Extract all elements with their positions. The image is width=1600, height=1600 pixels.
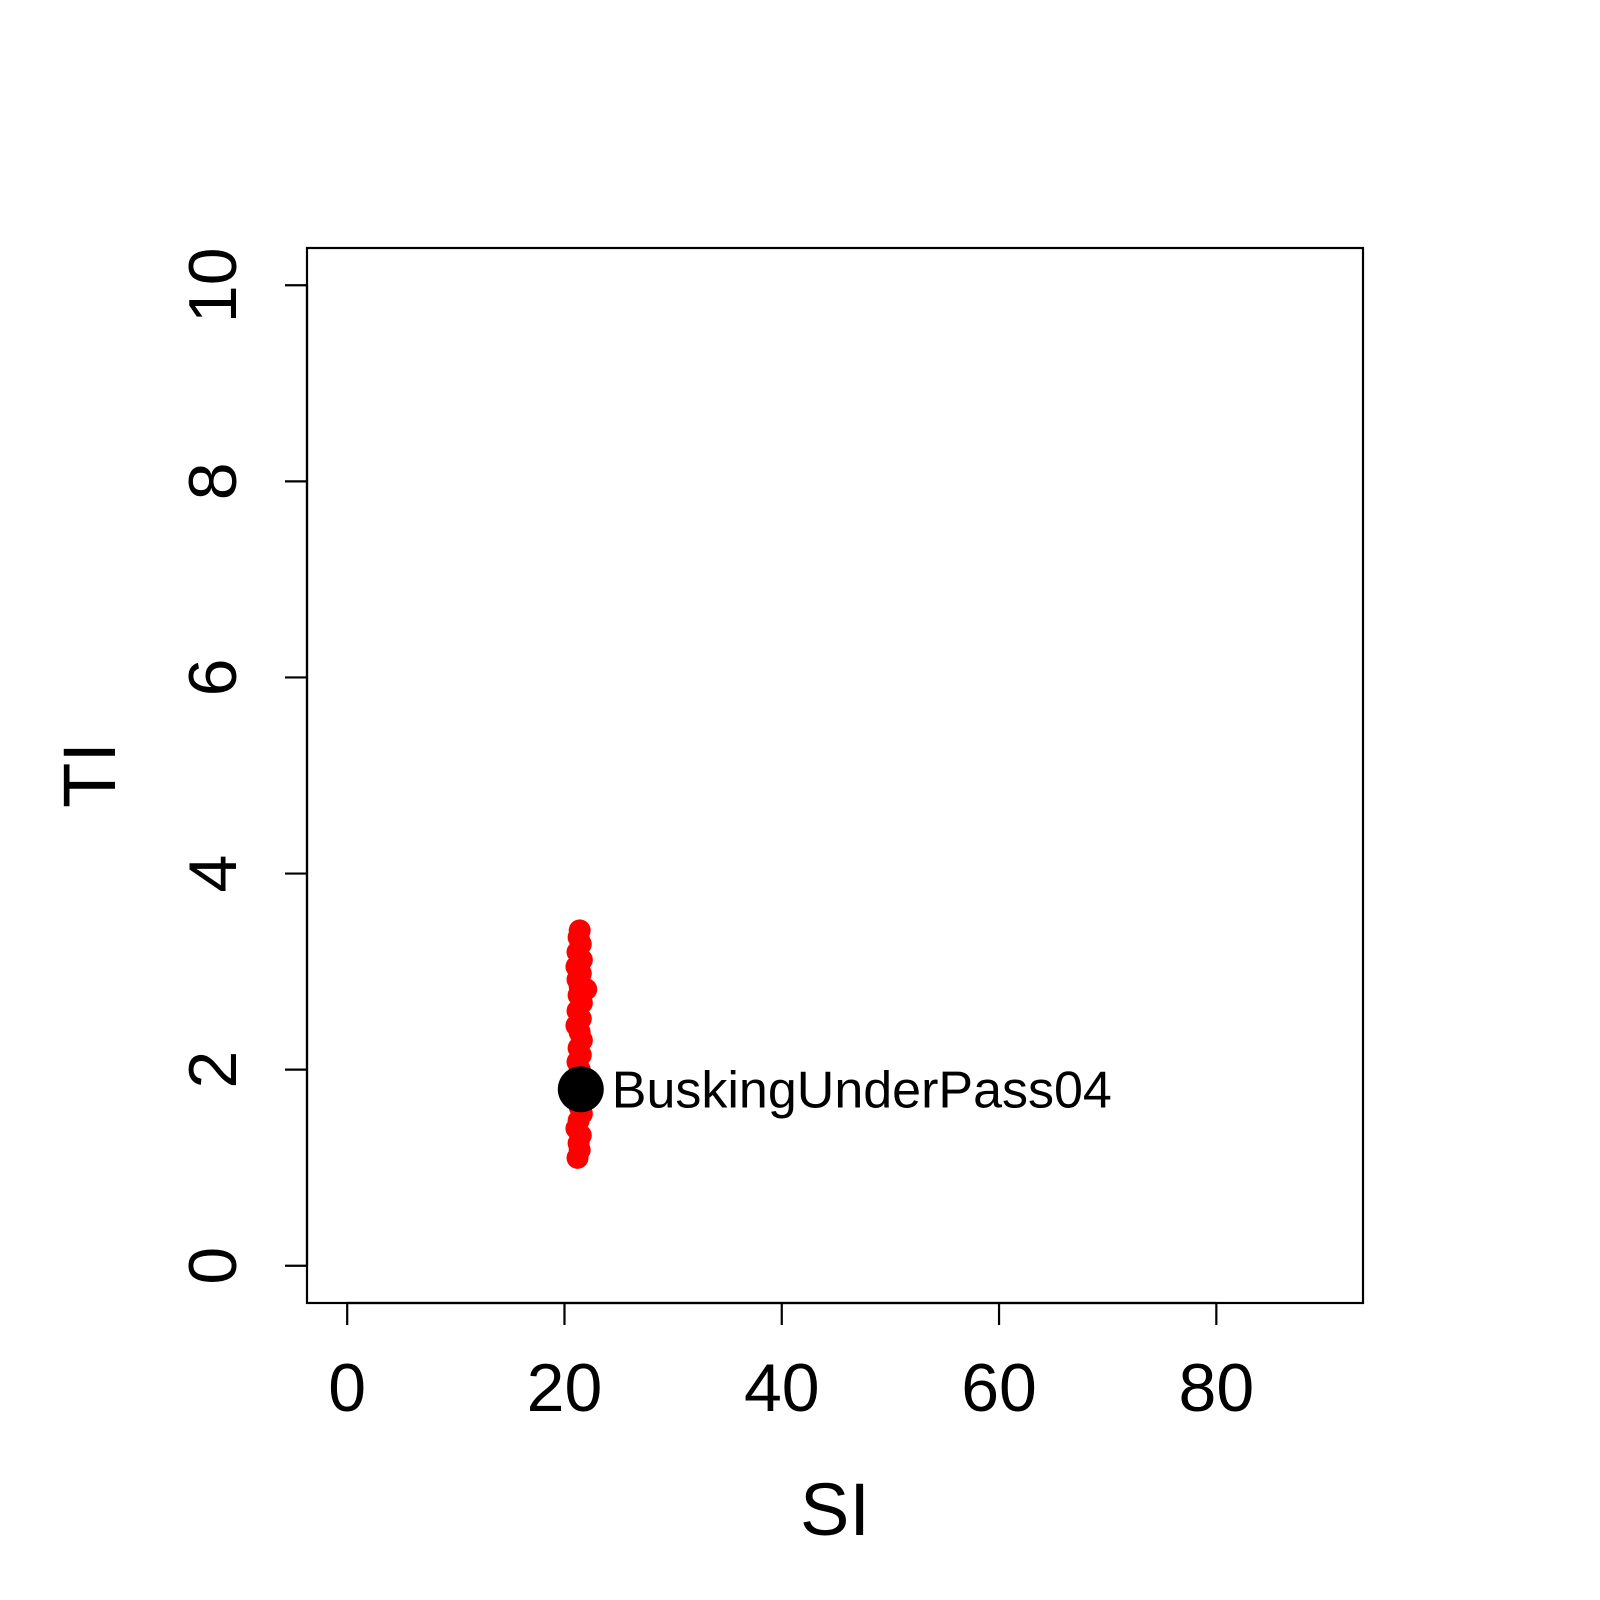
x-tick-label: 0 — [328, 1350, 366, 1426]
data-point — [566, 1146, 589, 1169]
y-tick-label: 2 — [175, 1051, 251, 1089]
point-label: BuskingUnderPass04 — [612, 1061, 1112, 1119]
x-tick-label: 60 — [961, 1350, 1037, 1426]
y-axis-title: TI — [48, 742, 131, 808]
x-tick-label: 20 — [527, 1350, 603, 1426]
y-tick-label: 4 — [175, 855, 251, 893]
y-tick-label: 8 — [175, 462, 251, 500]
x-axis: 0 20 40 60 80 — [328, 1301, 1255, 1426]
plot-marks: BuskingUnderPass04 — [557, 919, 1112, 1169]
y-tick-label: 0 — [175, 1247, 251, 1285]
x-axis-title: SI — [800, 1468, 870, 1551]
x-tick-label: 40 — [744, 1350, 820, 1426]
y-tick-label: 10 — [175, 247, 251, 323]
highlight-point — [557, 1066, 604, 1113]
y-tick-label: 6 — [175, 659, 251, 697]
plot-frame — [305, 246, 1365, 1305]
x-tick-label: 80 — [1179, 1350, 1255, 1426]
y-axis: 0 2 4 6 8 10 — [175, 247, 309, 1285]
